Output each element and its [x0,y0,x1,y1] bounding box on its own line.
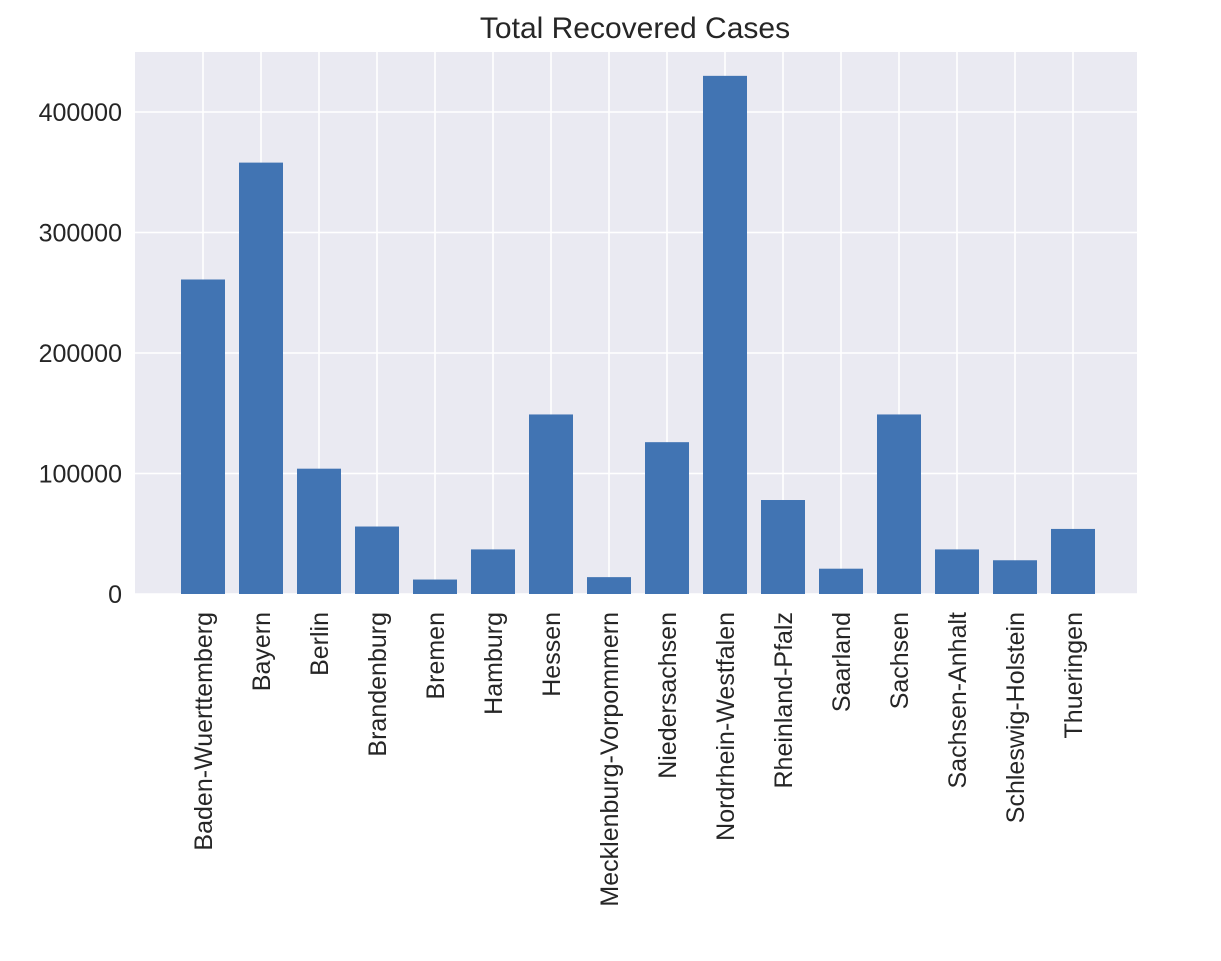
bar [413,579,457,594]
bar [877,414,921,594]
x-tick-label: Thueringen [1060,612,1088,738]
y-tick-label: 300000 [39,220,122,248]
x-tick-label: Berlin [306,612,334,676]
bar [529,414,573,594]
bar [819,568,863,594]
x-tick-label: Sachsen [886,612,914,709]
x-axis-ticks: Baden-Wuerttemberg Bayern Berlin Brandenbur… [190,612,1088,907]
bar [645,442,689,594]
y-tick-label: 0 [108,581,122,609]
x-tick-label: Bayern [248,612,276,691]
plot-area [135,52,1137,594]
x-tick-label: Schleswig-Holstein [1002,612,1030,823]
y-tick-label: 200000 [39,340,122,368]
bar [355,526,399,594]
x-tick-label: Sachsen-Anhalt [944,612,972,789]
y-tick-label: 400000 [39,99,122,127]
x-tick-label: Hessen [538,612,566,697]
bar [471,549,515,594]
bar [761,500,805,594]
bar [935,549,979,594]
bar [993,560,1037,594]
x-tick-label: Brandenburg [364,612,392,757]
bar [239,162,283,595]
bar [703,75,747,595]
y-axis-ticks: 0 100000 200000 300000 400000 [39,99,122,609]
x-tick-label: Nordrhein-Westfalen [712,612,740,841]
x-tick-label: Niedersachsen [654,612,682,779]
chart-title: Total Recovered Cases [480,12,790,45]
bar [587,577,631,594]
bar [181,279,225,594]
y-tick-label: 100000 [39,461,122,489]
x-tick-label: Saarland [828,612,856,712]
x-tick-label: Baden-Wuerttemberg [190,612,218,851]
bar [1051,528,1095,594]
bars [181,75,1095,595]
x-tick-label: Bremen [422,612,450,700]
x-tick-label: Mecklenburg-Vorpommern [596,612,624,907]
bar [297,468,341,594]
x-tick-label: Hamburg [480,612,508,715]
x-tick-label: Rheinland-Pfalz [770,612,798,789]
